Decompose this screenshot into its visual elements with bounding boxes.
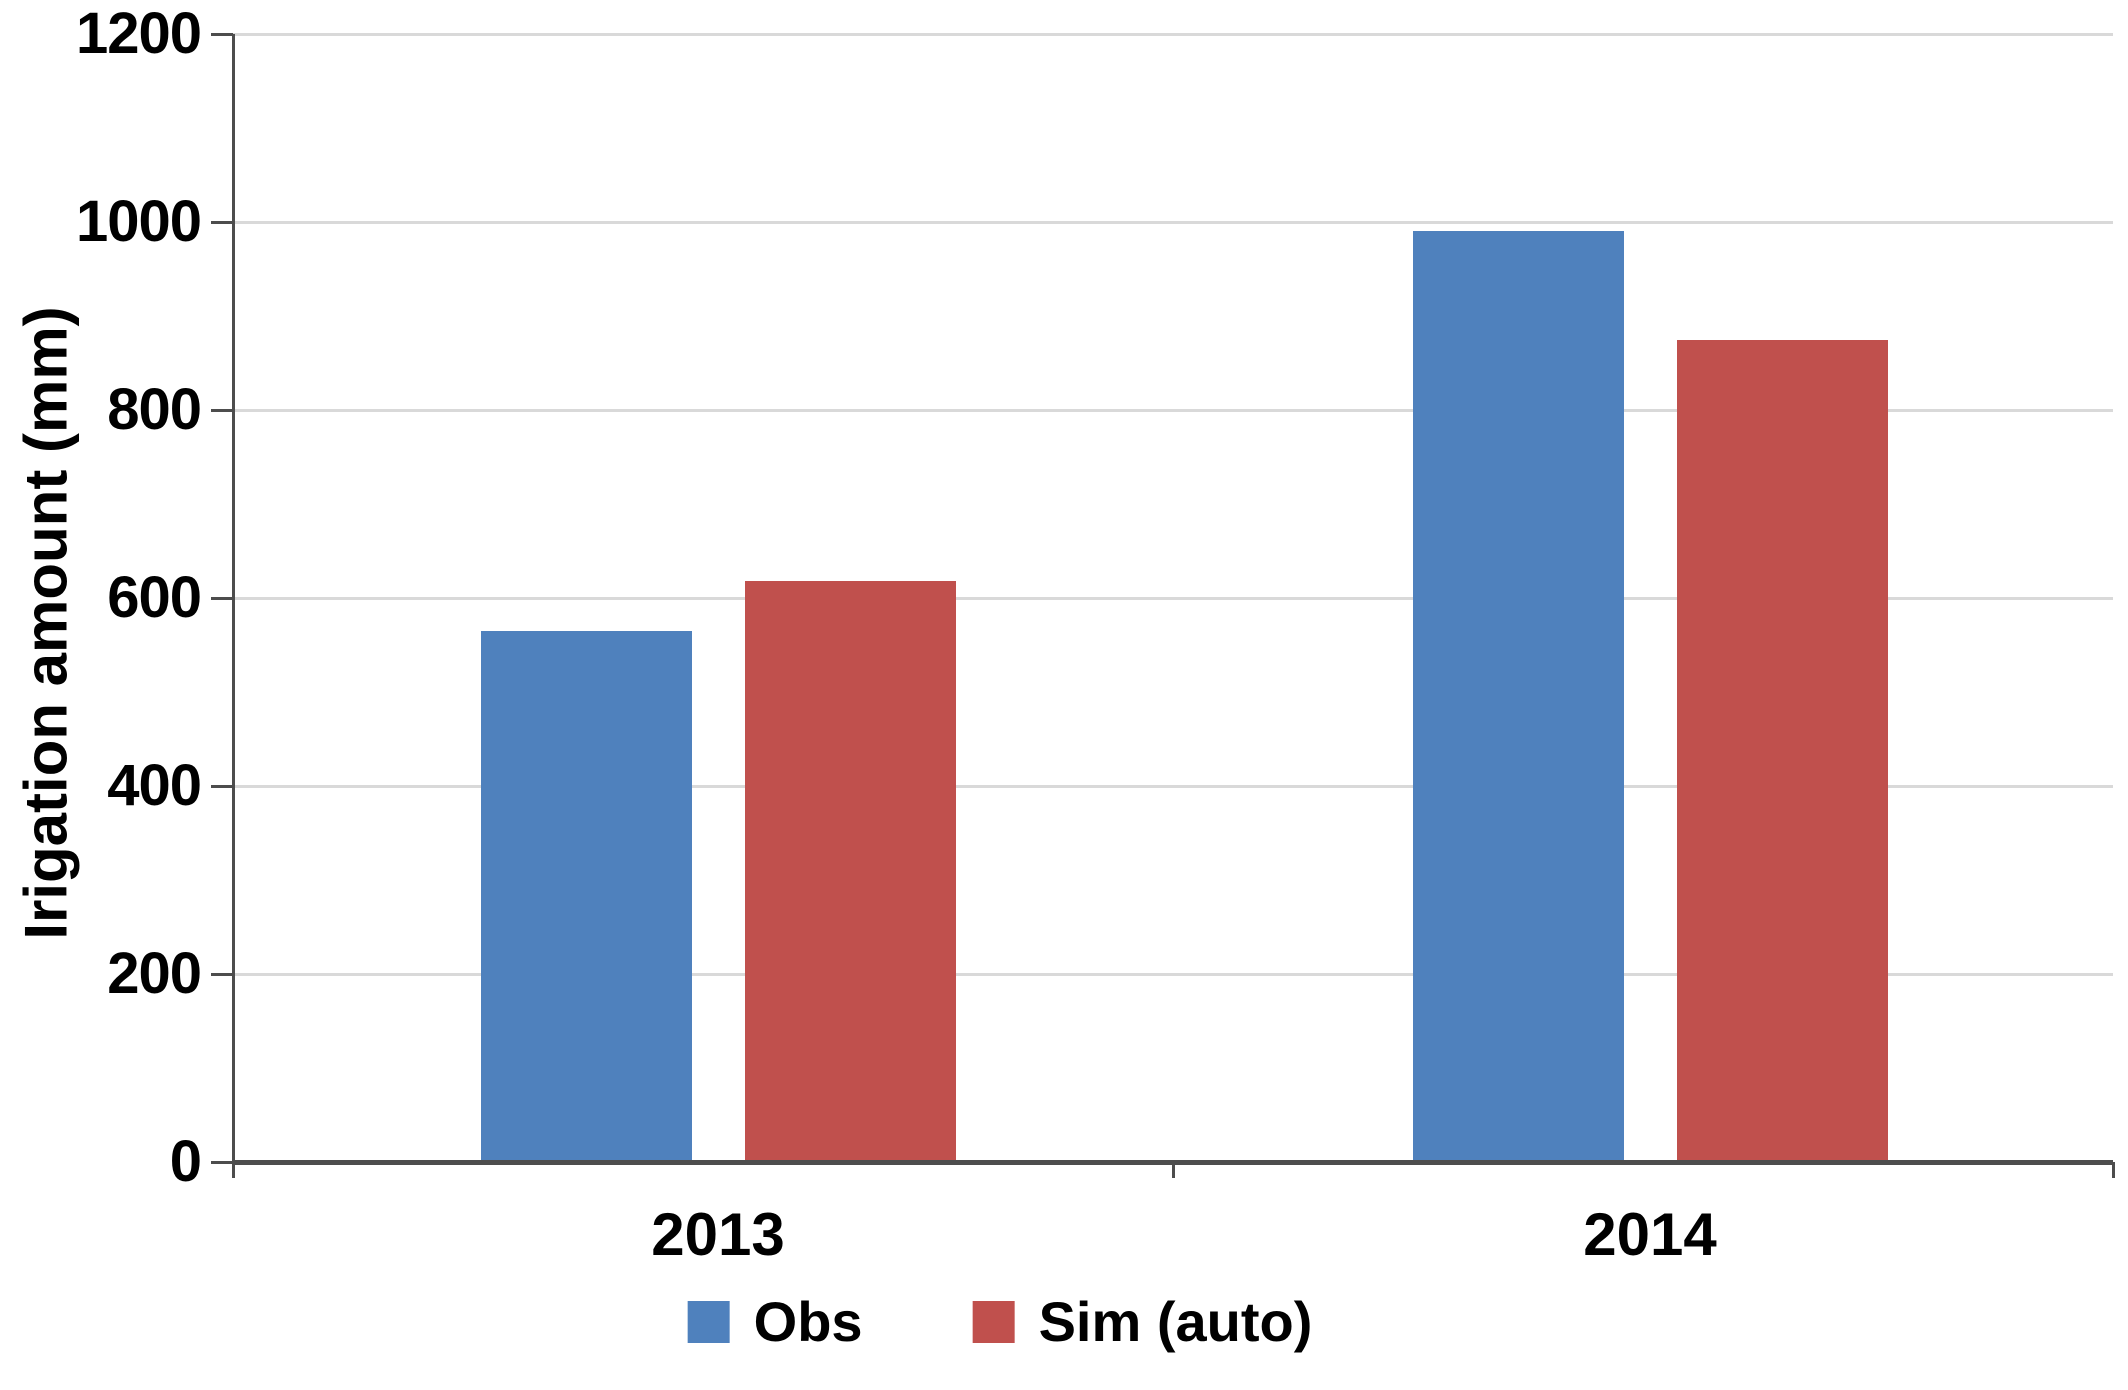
y-axis-tick-600 bbox=[211, 596, 233, 600]
x-axis-tick-right bbox=[2111, 1162, 2115, 1178]
legend-swatch-icon bbox=[687, 1301, 730, 1343]
bar-sim-auto--2014 bbox=[1676, 339, 1888, 1162]
y-tick-label-1000: 1000 bbox=[75, 189, 202, 254]
y-axis-tick-800 bbox=[211, 408, 233, 412]
y-tick-label-800: 800 bbox=[107, 377, 202, 442]
legend-item-obs: Obs bbox=[687, 1290, 863, 1353]
y-axis-tick-1000 bbox=[211, 220, 233, 224]
gridline-800 bbox=[233, 408, 2113, 412]
bar-obs-2013 bbox=[480, 630, 692, 1162]
x-axis-tick-1 bbox=[1171, 1162, 1175, 1178]
bar-sim-auto--2013 bbox=[744, 581, 956, 1162]
y-axis-line bbox=[231, 34, 235, 1178]
gridline-1200 bbox=[233, 32, 2113, 36]
y-tick-label-1200: 1200 bbox=[75, 1, 202, 66]
y-axis-tick-0 bbox=[211, 1160, 233, 1164]
bar-obs-2014 bbox=[1412, 231, 1624, 1162]
y-tick-label-0: 0 bbox=[169, 1129, 202, 1194]
y-tick-label-200: 200 bbox=[107, 941, 202, 1006]
y-tick-label-600: 600 bbox=[107, 565, 202, 630]
y-tick-label-400: 400 bbox=[107, 753, 202, 818]
x-category-label-2014: 2014 bbox=[1583, 1201, 1717, 1268]
y-axis-tick-1200 bbox=[211, 32, 233, 36]
y-axis-tick-200 bbox=[211, 972, 233, 976]
gridline-200 bbox=[233, 972, 2113, 976]
x-category-label-2013: 2013 bbox=[651, 1201, 785, 1268]
gridline-600 bbox=[233, 596, 2113, 600]
y-axis-tick-400 bbox=[211, 784, 233, 788]
legend-label: Sim (auto) bbox=[1038, 1290, 1313, 1353]
gridline-400 bbox=[233, 784, 2113, 788]
legend: Obs Sim (auto) bbox=[687, 1290, 1313, 1353]
gridline-1000 bbox=[233, 220, 2113, 224]
legend-swatch-icon bbox=[972, 1301, 1015, 1343]
legend-label: Obs bbox=[753, 1290, 863, 1353]
x-axis-line bbox=[233, 1160, 2113, 1165]
legend-item-sim-auto-: Sim (auto) bbox=[972, 1290, 1313, 1353]
